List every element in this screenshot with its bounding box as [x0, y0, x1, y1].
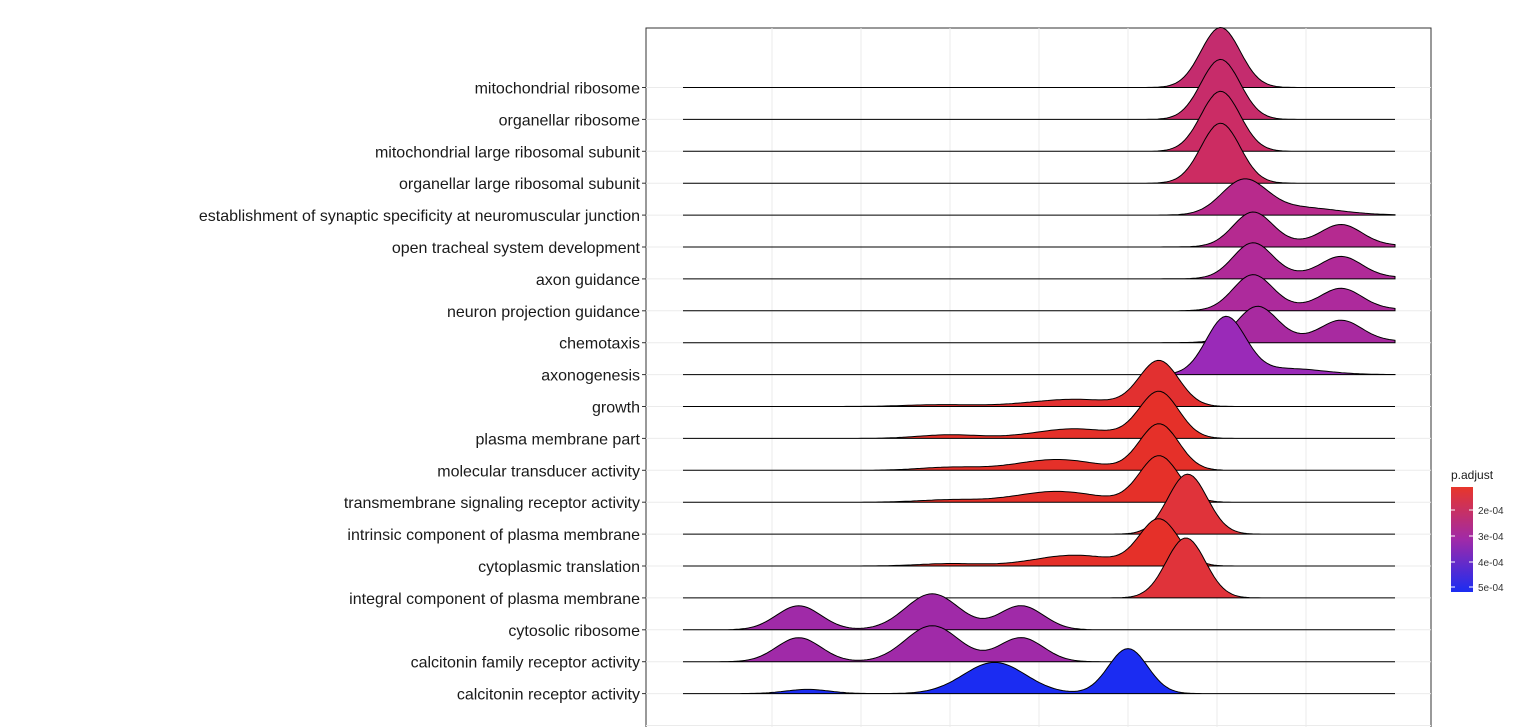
ridge-area	[683, 648, 1395, 695]
ridge-area	[683, 274, 1396, 312]
ridge-area	[683, 122, 1395, 184]
y-axis-label: open tracheal system development	[392, 240, 641, 257]
ridge	[683, 537, 1395, 599]
y-axis-label: molecular transducer activity	[437, 463, 640, 480]
y-axis-label: neuron projection guidance	[447, 304, 640, 321]
colorbar-tick-label: 2e-04	[1478, 506, 1504, 517]
ridge-area	[683, 359, 1395, 407]
y-axis-label: growth	[592, 400, 640, 417]
ridge	[683, 593, 1395, 631]
y-axis-label: plasma membrane part	[475, 431, 640, 448]
ridge	[683, 122, 1395, 184]
ridge-area	[683, 518, 1395, 567]
ridge-area	[683, 305, 1396, 344]
ridge-area	[683, 593, 1395, 631]
y-axis-label: cytosolic ribosome	[508, 623, 640, 640]
ridge-area	[683, 625, 1395, 663]
ridge	[683, 473, 1395, 535]
ridge	[683, 242, 1396, 280]
ridge	[683, 455, 1395, 503]
y-axis-label: axon guidance	[536, 272, 640, 289]
ridge	[683, 625, 1395, 663]
y-axis-label: integral component of plasma membrane	[349, 591, 640, 608]
ridge-area	[683, 242, 1396, 280]
ridge-area	[683, 537, 1395, 599]
colorbar-title: p.adjust	[1451, 468, 1494, 482]
y-axis-label: organellar ribosome	[499, 112, 641, 129]
y-axis-label: organellar large ribosomal subunit	[399, 176, 641, 193]
colorbar-tick-label: 5e-04	[1478, 583, 1504, 594]
ridge	[683, 390, 1395, 439]
y-axis-label: intrinsic component of plasma membrane	[347, 527, 640, 544]
ridge	[683, 648, 1395, 695]
ridge	[683, 178, 1396, 216]
y-axis-label: calcitonin family receptor activity	[411, 655, 640, 672]
ridge	[683, 211, 1396, 248]
y-axis-label: mitochondrial ribosome	[475, 81, 641, 98]
ridge-area	[683, 390, 1395, 439]
ridge-area	[683, 315, 1396, 376]
ridge-area	[683, 455, 1395, 503]
ridge	[683, 274, 1396, 312]
y-axis-labels: mitochondrial ribosome organellar ribosom…	[199, 81, 646, 704]
colorbar	[1451, 487, 1473, 592]
ridges	[683, 26, 1396, 695]
y-axis-label: axonogenesis	[541, 368, 640, 385]
ridge	[683, 359, 1395, 407]
ridge	[683, 305, 1396, 344]
y-axis-label: establishment of synaptic specificity at…	[199, 208, 640, 225]
ridge-area	[683, 178, 1396, 216]
colorbar-ticks: 2e-04 3e-04 4e-04 5e-04	[1451, 506, 1504, 594]
colorbar-tick-label: 3e-04	[1478, 532, 1504, 543]
y-axis-label: cytoplasmic translation	[478, 559, 640, 576]
y-axis-label: calcitonin receptor activity	[457, 687, 640, 704]
colorbar-tick-label: 4e-04	[1478, 558, 1504, 569]
ridge-area	[683, 211, 1396, 248]
y-axis-label: chemotaxis	[559, 336, 640, 353]
ridge-area	[683, 473, 1395, 535]
y-axis-label: mitochondrial large ribosomal subunit	[375, 144, 641, 161]
ridge	[683, 315, 1396, 376]
ridge-area	[683, 423, 1395, 471]
ridge	[683, 423, 1395, 471]
colorbar-legend: p.adjust 2e-04 3e-04 4e-04 5e-04	[1451, 468, 1504, 594]
ridge	[683, 518, 1395, 567]
y-axis-label: transmembrane signaling receptor activit…	[344, 495, 640, 512]
